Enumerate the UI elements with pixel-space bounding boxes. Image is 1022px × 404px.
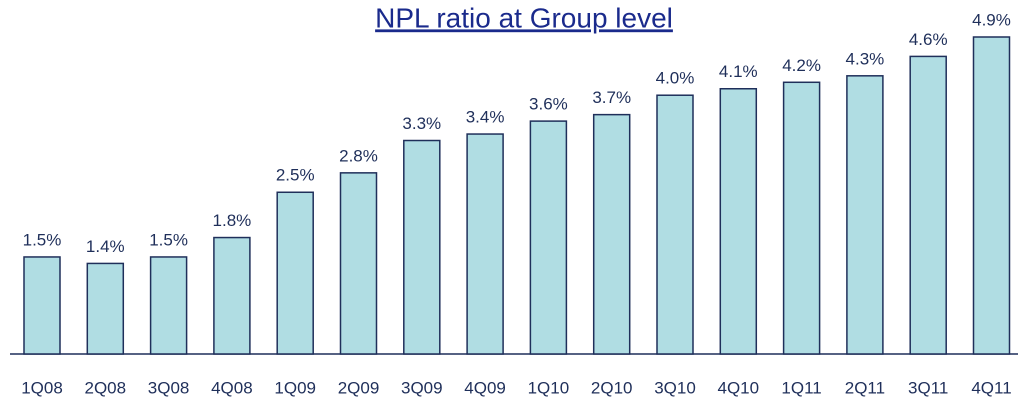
value-label: 2.8% bbox=[339, 146, 378, 165]
x-tick-label: 3Q10 bbox=[654, 378, 696, 397]
value-label: 3.7% bbox=[592, 88, 631, 107]
value-label: 1.5% bbox=[23, 230, 62, 249]
x-tick-label: 3Q09 bbox=[401, 378, 443, 397]
value-label: 3.4% bbox=[466, 108, 505, 127]
value-label: 4.0% bbox=[656, 69, 695, 88]
bar bbox=[909, 55, 947, 355]
value-label: 4.2% bbox=[782, 56, 821, 75]
value-label: 3.3% bbox=[402, 114, 441, 133]
bar bbox=[149, 256, 188, 355]
bar bbox=[213, 236, 251, 355]
value-label: 4.6% bbox=[909, 30, 948, 49]
bar bbox=[403, 139, 441, 355]
x-tick-label: 3Q11 bbox=[908, 378, 948, 397]
bar bbox=[466, 133, 504, 355]
chart-title: NPL ratio at Group level bbox=[375, 2, 673, 33]
bar bbox=[719, 88, 758, 355]
x-tick-label: 4Q11 bbox=[971, 378, 1011, 397]
bar bbox=[656, 94, 694, 355]
value-label: 4.3% bbox=[846, 49, 885, 68]
bar bbox=[846, 75, 884, 355]
x-tick-label: 4Q09 bbox=[464, 378, 506, 397]
value-label: 4.1% bbox=[719, 62, 758, 81]
value-label: 1.8% bbox=[213, 211, 252, 230]
x-tick-label: 1Q09 bbox=[274, 378, 316, 397]
x-tick-label: 1Q08 bbox=[21, 378, 63, 397]
bar bbox=[86, 262, 125, 355]
x-tick-label: 2Q11 bbox=[845, 378, 885, 397]
x-tick-label: 2Q09 bbox=[338, 378, 380, 397]
x-tick-label: 1Q11 bbox=[781, 378, 821, 397]
x-tick-label: 4Q08 bbox=[211, 378, 253, 397]
x-tick-label: 3Q08 bbox=[148, 378, 190, 397]
bar bbox=[782, 81, 821, 355]
bar bbox=[592, 113, 631, 355]
value-label: 1.5% bbox=[149, 230, 188, 249]
value-label: 2.5% bbox=[276, 166, 315, 185]
bar bbox=[23, 256, 61, 355]
bar bbox=[276, 191, 314, 355]
bar bbox=[529, 120, 568, 355]
value-label: 1.4% bbox=[86, 237, 125, 256]
x-tick-label: 4Q10 bbox=[718, 378, 760, 397]
value-label: 3.6% bbox=[529, 95, 568, 114]
x-tick-label: 2Q08 bbox=[85, 378, 127, 397]
x-tick-label: 2Q10 bbox=[591, 378, 633, 397]
value-label: 4.9% bbox=[972, 10, 1011, 29]
x-tick-label: 1Q10 bbox=[528, 378, 570, 397]
bar bbox=[972, 36, 1011, 355]
bar bbox=[339, 172, 378, 355]
